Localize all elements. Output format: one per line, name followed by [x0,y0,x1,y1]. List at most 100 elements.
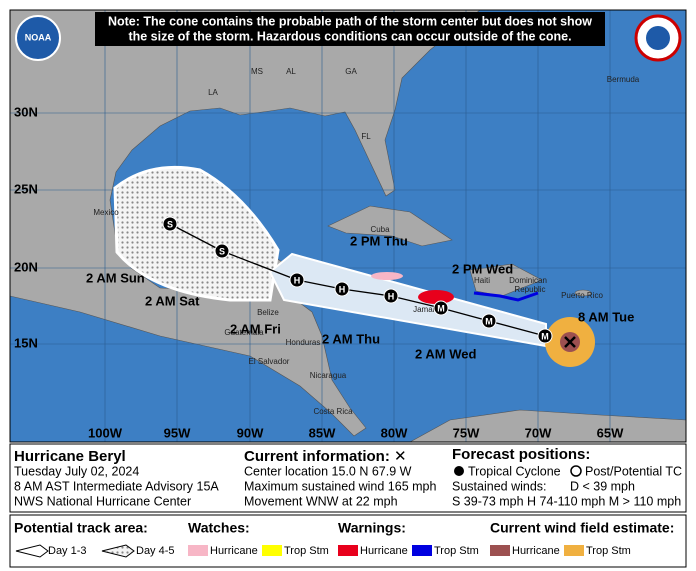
place-label: Dominican [509,276,547,285]
day45-swatch [101,544,135,558]
longitude-label: 70W [525,425,552,440]
legend-label: Hurricane [512,545,560,557]
info-line: NWS National Hurricane Center [14,494,191,508]
forecast-symbol: M [541,331,549,341]
south-america [409,409,686,442]
place-label: Guatemala [224,328,264,337]
forecast-point [433,300,449,316]
day13-swatch [15,544,49,558]
legend-swatch [338,545,358,556]
nws-logo-inner [646,26,670,50]
place-label: LA [208,88,218,97]
place-label: Puerto Rico [561,291,603,300]
logo-text: NOAA [25,32,52,42]
legend-title: Watches: [188,520,250,536]
legend-label: Trop Stm [586,545,631,557]
forecast-time-label: 2 AM Fri [230,321,281,336]
current-line: Center location 15.0 N 67.9 W [244,464,412,478]
legend-title: Potential track area: [14,520,148,536]
place-label: Honduras [286,338,321,347]
note-box [95,12,605,46]
forecast-time-label: 2 AM Thu [322,331,380,346]
legend-label: Trop Stm [434,545,479,557]
forecast-legend: Post/Potential TC [585,464,682,478]
forecast-time-label: 2 PM Thu [350,233,408,248]
place-label: MS [251,67,263,76]
info-line: 8 AM AST Intermediate Advisory 15A [14,479,219,493]
current-line: Movement WNW at 22 mph [244,494,398,508]
hispaniola [469,263,543,297]
longitude-label: 90W [237,425,264,440]
forecast-point [289,272,305,288]
legend-title: Warnings: [338,520,406,536]
latitude-label: 25N [14,181,38,196]
latitude-label: 20N [14,259,38,274]
place-label: Mexico [93,208,119,217]
map-frame [9,9,687,443]
puerto-rico [574,289,592,297]
hurricane-watch [371,272,403,280]
place-label: FL [361,132,371,141]
forecast-time-label: 2 AM Sat [145,293,200,308]
tropical-storm-warning [473,291,539,302]
forecast-point [214,243,230,259]
forecast-point [481,313,497,329]
info-line: Tuesday July 02, 2024 [14,464,139,478]
latitude-label: 15N [14,335,38,350]
forecast-point [334,281,350,297]
tc-symbol [454,466,464,476]
place-label: Republic [514,285,545,294]
map [10,10,686,442]
legend-swatch [262,545,282,556]
forecast-symbol: M [437,303,445,313]
place-label: Jamaica [413,305,443,314]
longitude-label: 65W [597,425,624,440]
forecast-point [162,216,178,232]
forecast-symbol: H [339,284,346,294]
forecast-symbol: M [485,316,493,326]
legend-title: Current wind field estimate: [490,520,674,536]
longitude-label: 100W [88,425,123,440]
legend-label: Day 4-5 [136,545,175,557]
place-label: Belize [257,308,279,317]
legend-swatch [188,545,208,556]
forecast-point [537,328,553,344]
place-label: Nicaragua [310,371,347,380]
forecast-symbol: S [219,246,225,256]
place-label: Cuba [370,225,390,234]
hurricane-warning [418,290,454,304]
current-position [564,336,576,348]
current-title: Current information: ✕ [244,448,407,465]
post-tc-symbol [570,465,582,477]
current-time-label: 8 AM Tue [578,309,634,324]
forecast-legend: Sustained winds: [452,479,547,493]
cone-day-4-5 [113,165,280,302]
forecast-time-label: 2 AM Wed [415,346,476,361]
forecast-symbol: H [294,275,301,285]
forecast-symbol: H [388,291,395,301]
longitude-label: 75W [453,425,480,440]
note-line: the size of the storm. Hazardous conditi… [128,29,571,43]
place-label: Bermuda [607,75,640,84]
forecast-legend: Tropical Cyclone [468,464,561,478]
cuba [327,205,453,247]
current-line: Maximum sustained wind 165 mph [244,479,436,493]
longitude-label: 95W [164,425,191,440]
forecast-legend: S 39-73 mph H 74-110 mph M > 110 mph [452,494,681,508]
place-label: Haiti [474,276,490,285]
place-label: AL [286,67,296,76]
legend-swatch [412,545,432,556]
forecast-point [383,288,399,304]
legend-label: Hurricane [210,545,258,557]
legend-label: Hurricane [360,545,408,557]
noaa-logo [15,15,61,61]
forecast-title: Forecast positions: [452,446,590,463]
forecast-symbol: S [167,219,173,229]
longitude-label: 80W [381,425,408,440]
storm-name: Hurricane Beryl [14,448,126,465]
legend-swatch [490,545,510,556]
forecast-time-label: 2 AM Sun [86,270,145,285]
legend-swatch [564,545,584,556]
info-panel [9,443,687,513]
place-label: GA [345,67,357,76]
